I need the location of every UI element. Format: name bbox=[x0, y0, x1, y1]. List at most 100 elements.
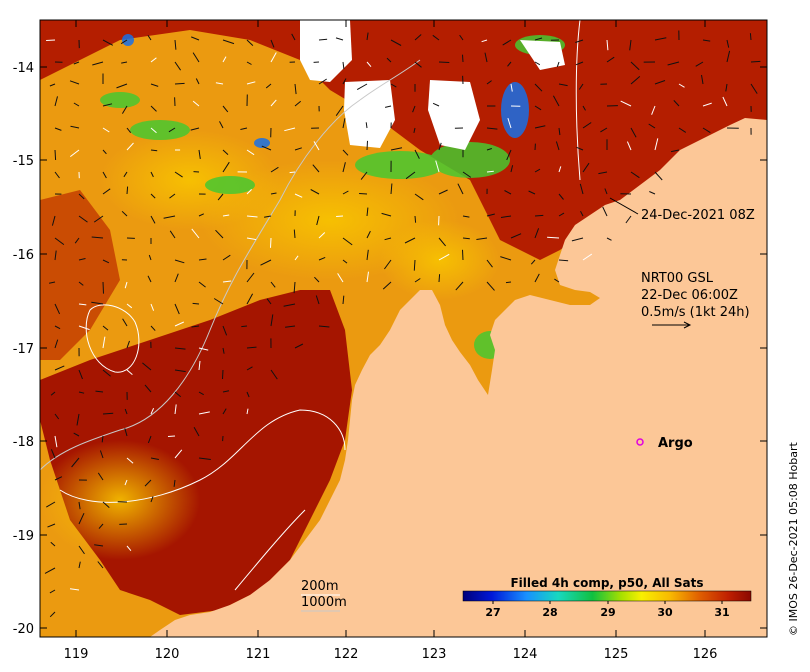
current-arrow bbox=[169, 193, 176, 199]
current-arrow bbox=[69, 149, 80, 157]
current-arrow bbox=[314, 276, 320, 283]
current-arrow bbox=[78, 325, 90, 331]
current-arrow bbox=[438, 253, 450, 261]
current-arrow bbox=[555, 141, 560, 151]
current-arrow bbox=[462, 171, 472, 178]
current-arrow bbox=[198, 457, 211, 460]
current-arrow bbox=[47, 523, 56, 528]
current-arrow bbox=[98, 523, 104, 529]
current-arrow bbox=[102, 281, 104, 294]
current-arrow bbox=[606, 56, 615, 63]
current-arrow bbox=[552, 95, 560, 107]
current-arrow bbox=[246, 366, 253, 371]
colorbar-tick: 30 bbox=[657, 606, 673, 619]
argo-label: Argo bbox=[658, 436, 693, 451]
current-arrow bbox=[147, 275, 152, 283]
lon-tick-label: 121 bbox=[246, 647, 271, 662]
current-arrow bbox=[381, 212, 392, 217]
current-arrow bbox=[386, 57, 392, 63]
current-arrow bbox=[222, 254, 231, 261]
current-arrow bbox=[270, 369, 278, 380]
current-arrow bbox=[144, 384, 152, 393]
current-arrow bbox=[294, 255, 299, 261]
current-arrow bbox=[174, 61, 182, 71]
current-arrow bbox=[148, 254, 152, 261]
lon-tick-label: 120 bbox=[155, 647, 180, 662]
current-arrow bbox=[174, 449, 183, 459]
current-arrow bbox=[69, 80, 80, 85]
lon-tick-label: 119 bbox=[64, 647, 89, 662]
current-arrow bbox=[289, 171, 296, 174]
current-arrow bbox=[150, 457, 159, 460]
current-arrow bbox=[270, 314, 274, 327]
current-arrow bbox=[126, 340, 130, 349]
current-arrow bbox=[462, 249, 464, 261]
colorbar-ramp bbox=[462, 590, 752, 602]
current-arrow bbox=[476, 237, 488, 240]
current-arrow bbox=[342, 118, 346, 129]
current-arrow bbox=[270, 192, 277, 195]
current-arrow bbox=[598, 171, 608, 175]
current-arrow bbox=[50, 541, 56, 547]
current-arrow bbox=[246, 215, 258, 218]
current-arrow bbox=[438, 142, 442, 151]
current-arrow bbox=[722, 96, 728, 107]
current-arrow bbox=[150, 149, 158, 152]
current-arrow bbox=[270, 52, 277, 63]
current-arrow bbox=[528, 190, 536, 195]
current-arrow bbox=[126, 369, 133, 375]
lat-tick-label: -20 bbox=[13, 622, 34, 637]
current-arrow bbox=[580, 210, 584, 217]
current-arrow bbox=[92, 61, 104, 66]
current-arrow bbox=[78, 561, 81, 569]
current-arrow bbox=[462, 215, 470, 218]
current-arrow bbox=[174, 273, 179, 283]
current-arrow bbox=[126, 303, 133, 309]
current-arrow bbox=[457, 183, 464, 195]
current-arrow bbox=[246, 189, 252, 195]
current-arrow bbox=[437, 120, 440, 129]
current-arrow bbox=[222, 408, 227, 415]
current-arrow bbox=[270, 166, 279, 173]
current-arrow bbox=[414, 193, 424, 201]
current-arrow bbox=[264, 215, 272, 218]
current-arrow bbox=[73, 102, 80, 107]
current-arrow bbox=[124, 428, 128, 437]
current-scale-label: 0.5m/s (1kt 24h) bbox=[641, 305, 750, 320]
current-arrow bbox=[150, 57, 157, 63]
current-arrow bbox=[750, 60, 761, 63]
current-arrow bbox=[54, 250, 57, 261]
current-arrow bbox=[126, 142, 134, 151]
current-arrow bbox=[102, 336, 106, 349]
current-arrow bbox=[78, 281, 84, 286]
current-arrow bbox=[316, 215, 320, 226]
current-arrow bbox=[54, 237, 65, 246]
current-arrow bbox=[73, 61, 80, 65]
current-arrow bbox=[142, 362, 152, 371]
current-arrow bbox=[558, 83, 568, 87]
lon-tick-label: 122 bbox=[334, 647, 359, 662]
current-arrow bbox=[462, 54, 464, 63]
current-arrow bbox=[582, 162, 590, 173]
current-arrow bbox=[173, 479, 176, 487]
current-arrow bbox=[293, 229, 296, 239]
lon-tick-label: 124 bbox=[513, 647, 538, 662]
current-arrow bbox=[486, 281, 495, 291]
current-arrow bbox=[193, 427, 200, 437]
current-arrow bbox=[335, 37, 344, 41]
current-arrow bbox=[150, 105, 157, 112]
current-arrow bbox=[123, 171, 128, 178]
current-arrow bbox=[606, 237, 612, 241]
current-arrow bbox=[270, 99, 277, 107]
current-arrow bbox=[336, 215, 344, 217]
current-arrow bbox=[667, 61, 680, 66]
current-arrow bbox=[510, 165, 514, 173]
lat-tick-label: -15 bbox=[13, 154, 34, 169]
current-arrow bbox=[534, 37, 543, 41]
current-arrow bbox=[507, 117, 512, 129]
current-arrow bbox=[246, 346, 257, 349]
current-arrow bbox=[558, 259, 569, 262]
current-arrow bbox=[49, 83, 56, 87]
current-arrow bbox=[582, 253, 593, 261]
lon-tick-label: 126 bbox=[693, 647, 718, 662]
